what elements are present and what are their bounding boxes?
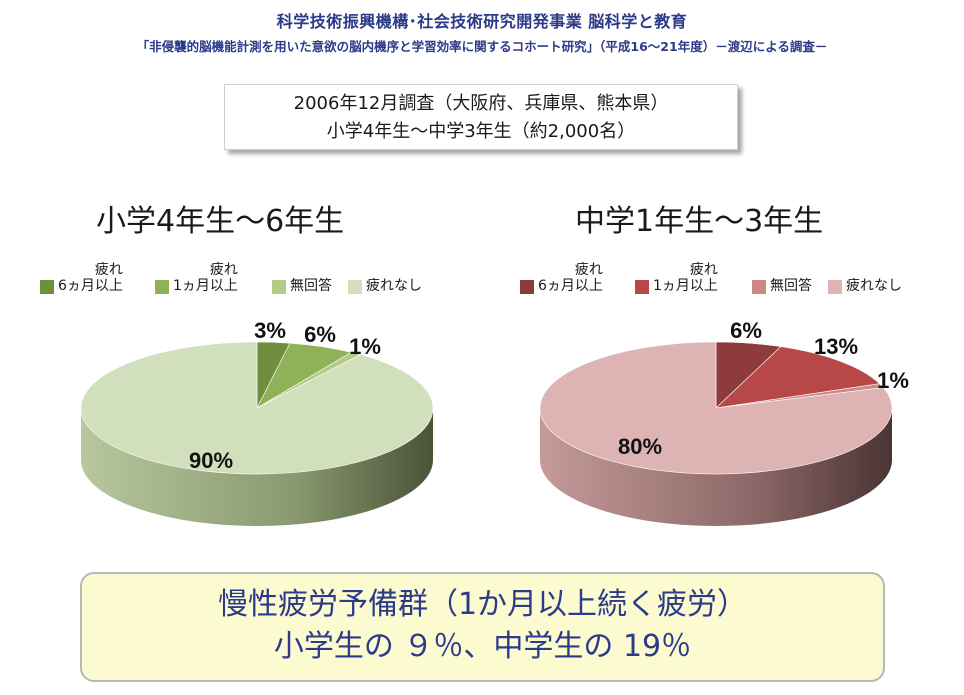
legend-swatch bbox=[40, 280, 54, 294]
legend-item: 疲れ 1ヵ月以上 bbox=[635, 262, 745, 302]
legend-label-line2: 1ヵ月以上 bbox=[173, 278, 238, 294]
survey-info-box: 2006年12月調査（大阪府、兵庫県、熊本県） 小学4年生～中学3年生（約2,0… bbox=[224, 84, 738, 150]
slice-label: 90% bbox=[189, 448, 233, 473]
legend-label-line2: 疲れなし bbox=[846, 278, 902, 294]
pie-slice bbox=[539, 341, 893, 475]
summary-line-1: 慢性疲労予備群（1か月以上続く疲労） bbox=[217, 587, 748, 622]
slice-label: 1% bbox=[349, 334, 381, 359]
legend-swatch bbox=[520, 280, 534, 294]
legend-item: 疲れ 1ヵ月以上 bbox=[155, 262, 265, 302]
legend-label: 疲れなし bbox=[846, 262, 902, 294]
legend-item: 無回答 bbox=[272, 262, 340, 302]
chart-title-junior-high: 中学1年生～3年生 bbox=[575, 204, 824, 239]
legend-label: 疲れ 1ヵ月以上 bbox=[653, 262, 718, 294]
legend-label-line1: 疲れ bbox=[689, 262, 718, 278]
legend-item: 疲れなし bbox=[828, 262, 918, 302]
legend-label-line2: 1ヵ月以上 bbox=[653, 278, 718, 294]
legend-swatch bbox=[272, 280, 286, 294]
legend-label-line1 bbox=[770, 262, 812, 278]
legend-label: 疲れ 6ヵ月以上 bbox=[538, 262, 603, 294]
legend-label-line2: 無回答 bbox=[290, 278, 332, 294]
legend-swatch bbox=[635, 280, 649, 294]
pie-side bbox=[81, 408, 433, 526]
legend-item: 疲れ 6ヵ月以上 bbox=[520, 262, 630, 302]
slice-label: 3% bbox=[254, 318, 286, 343]
pie-side bbox=[540, 408, 892, 526]
legend-item: 無回答 bbox=[752, 262, 820, 302]
legend-label-line1: 疲れ bbox=[94, 262, 123, 278]
survey-date-regions: 2006年12月調査（大阪府、兵庫県、熊本県） bbox=[293, 93, 669, 114]
survey-population: 小学4年生～中学3年生（約2,000名） bbox=[326, 121, 636, 142]
slice-label: 13% bbox=[814, 334, 858, 359]
page-title: 科学技術振興機構･社会技術研究開発事業 脳科学と教育 bbox=[276, 12, 688, 31]
slice-label: 1% bbox=[877, 368, 909, 393]
legend-label: 疲れなし bbox=[366, 262, 422, 294]
legend-label-line2: 無回答 bbox=[770, 278, 812, 294]
legend-label: 無回答 bbox=[290, 262, 332, 294]
legend-label-line2: 6ヵ月以上 bbox=[538, 278, 603, 294]
legend-swatch bbox=[752, 280, 766, 294]
legend-label-line2: 疲れなし bbox=[366, 278, 422, 294]
legend-item: 疲れ 6ヵ月以上 bbox=[40, 262, 150, 302]
legend-label: 疲れ 6ヵ月以上 bbox=[58, 262, 123, 294]
pie-charts: 3% 6% 1% 90% 6% 13% 1% 80% bbox=[80, 318, 909, 526]
legend-label: 無回答 bbox=[770, 262, 812, 294]
legend-label-line1: 疲れ bbox=[209, 262, 238, 278]
legend-label-line1 bbox=[846, 262, 902, 278]
legend-swatch bbox=[348, 280, 362, 294]
slice-label: 6% bbox=[730, 318, 762, 343]
pie-slice bbox=[715, 346, 881, 409]
legend-label-line1 bbox=[290, 262, 332, 278]
page-subtitle: 「非侵襲的脳機能計測を用いた意欲の脳内機序と学習効率に関するコホート研究」（平成… bbox=[136, 39, 828, 54]
legend-label-line1 bbox=[366, 262, 422, 278]
chart-title-elementary: 小学4年生～6年生 bbox=[96, 204, 345, 239]
summary-line-2: 小学生の ９％、中学生の 19％ bbox=[273, 629, 692, 664]
legend-label: 疲れ 1ヵ月以上 bbox=[173, 262, 238, 294]
legend-label-line1: 疲れ bbox=[574, 262, 603, 278]
legend-swatch bbox=[828, 280, 842, 294]
legend-label-line2: 6ヵ月以上 bbox=[58, 278, 123, 294]
slice-label: 6% bbox=[304, 322, 336, 347]
summary-box: 慢性疲労予備群（1か月以上続く疲労） 小学生の ９％、中学生の 19％ bbox=[80, 572, 885, 682]
slice-label: 80% bbox=[618, 434, 662, 459]
pie-slice bbox=[80, 341, 434, 475]
legend-item: 疲れなし bbox=[348, 262, 438, 302]
legend-swatch bbox=[155, 280, 169, 294]
